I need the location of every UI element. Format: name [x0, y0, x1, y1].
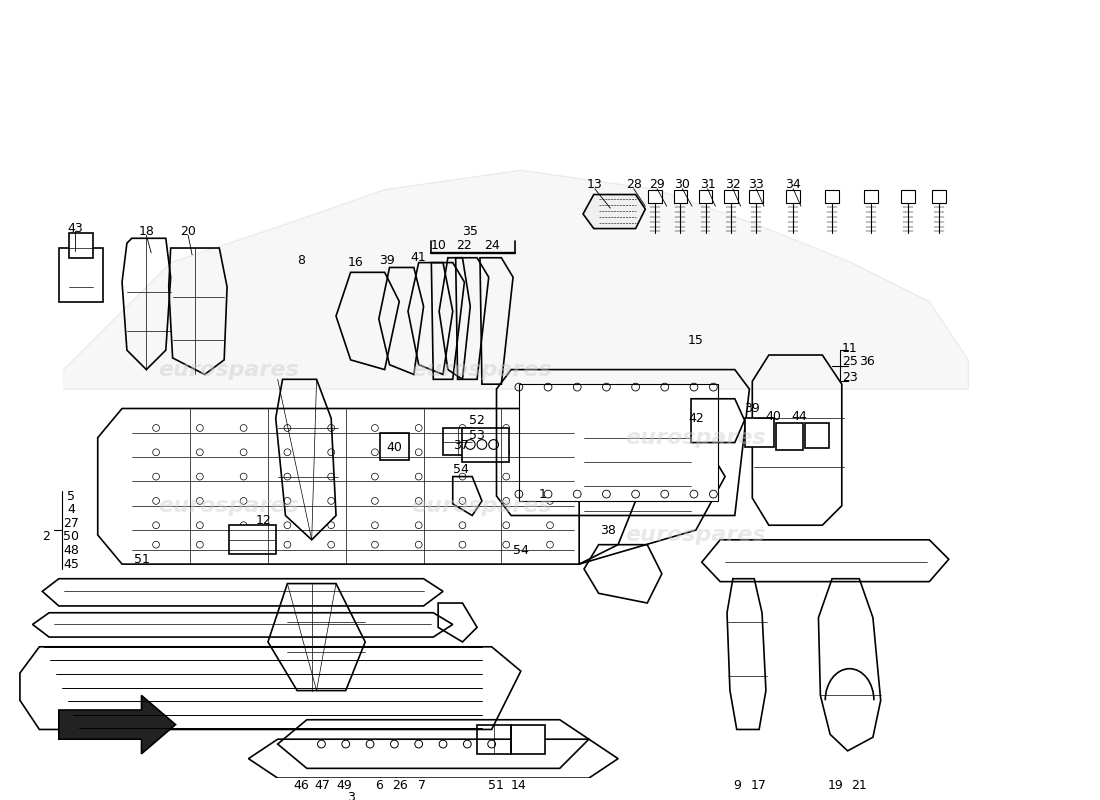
- Text: 40: 40: [386, 441, 403, 454]
- Text: 37: 37: [452, 439, 469, 452]
- Bar: [443, 428, 472, 455]
- Bar: [512, 725, 546, 754]
- Text: 36: 36: [859, 355, 874, 368]
- Text: 31: 31: [700, 178, 715, 191]
- Text: 54: 54: [452, 463, 469, 476]
- Text: 19: 19: [828, 779, 844, 792]
- Text: 15: 15: [688, 334, 704, 347]
- Text: 50: 50: [64, 530, 79, 543]
- Text: 52: 52: [469, 414, 485, 426]
- Text: 3: 3: [346, 791, 354, 800]
- Text: 45: 45: [64, 558, 79, 570]
- Text: 51: 51: [487, 779, 504, 792]
- Polygon shape: [64, 170, 968, 389]
- Text: 5: 5: [67, 490, 76, 502]
- Text: 21: 21: [851, 779, 867, 792]
- Text: 35: 35: [462, 225, 478, 238]
- Bar: [749, 190, 763, 203]
- Text: 20: 20: [180, 225, 196, 238]
- Text: 29: 29: [649, 178, 664, 191]
- Text: 53: 53: [469, 430, 485, 442]
- Bar: [776, 423, 803, 450]
- Text: 23: 23: [842, 371, 857, 384]
- Text: 39: 39: [378, 254, 395, 267]
- Bar: [786, 190, 800, 203]
- Text: 54: 54: [513, 544, 529, 557]
- Text: 42: 42: [688, 412, 704, 425]
- Text: 25: 25: [842, 355, 858, 368]
- Text: 51: 51: [133, 553, 150, 566]
- Text: 16: 16: [348, 256, 363, 269]
- Bar: [68, 234, 92, 258]
- Text: 1: 1: [538, 487, 547, 501]
- Bar: [673, 190, 688, 203]
- Bar: [932, 190, 946, 203]
- Text: 39: 39: [745, 402, 760, 415]
- Text: 17: 17: [750, 779, 766, 792]
- Text: 49: 49: [336, 779, 352, 792]
- Text: 4: 4: [67, 503, 76, 516]
- Text: eurospares: eurospares: [626, 428, 767, 448]
- Text: 38: 38: [601, 523, 616, 537]
- Text: eurospares: eurospares: [411, 496, 552, 516]
- Bar: [825, 190, 839, 203]
- Bar: [379, 433, 409, 460]
- Text: 14: 14: [512, 779, 527, 792]
- Text: 27: 27: [64, 517, 79, 530]
- Text: 47: 47: [315, 779, 330, 792]
- Text: 40: 40: [766, 410, 782, 422]
- Text: eurospares: eurospares: [158, 359, 299, 379]
- Text: 22: 22: [456, 238, 472, 252]
- Text: 12: 12: [255, 514, 271, 527]
- Text: 6: 6: [375, 779, 383, 792]
- Bar: [519, 384, 718, 501]
- Bar: [648, 190, 662, 203]
- Text: 2: 2: [42, 530, 51, 543]
- Polygon shape: [583, 194, 646, 229]
- Bar: [745, 418, 773, 447]
- Text: 10: 10: [430, 238, 447, 252]
- Text: 24: 24: [484, 238, 499, 252]
- Text: 32: 32: [725, 178, 740, 191]
- Text: 46: 46: [293, 779, 309, 792]
- Text: 13: 13: [587, 178, 603, 191]
- Text: eurospares: eurospares: [626, 525, 767, 545]
- Bar: [229, 526, 276, 554]
- Bar: [865, 190, 878, 203]
- Text: 26: 26: [393, 779, 408, 792]
- Text: eurospares: eurospares: [158, 496, 299, 516]
- Text: 48: 48: [64, 544, 79, 557]
- Bar: [698, 190, 713, 203]
- Bar: [724, 190, 738, 203]
- Text: 43: 43: [67, 222, 84, 235]
- Text: 41: 41: [410, 251, 427, 264]
- Text: eurospares: eurospares: [411, 359, 552, 379]
- Bar: [901, 190, 915, 203]
- Polygon shape: [58, 695, 176, 754]
- Text: 33: 33: [748, 178, 764, 191]
- Text: 44: 44: [791, 410, 807, 422]
- Text: 30: 30: [674, 178, 690, 191]
- Text: 7: 7: [418, 779, 426, 792]
- Bar: [805, 423, 829, 448]
- Text: 8: 8: [297, 254, 305, 267]
- Bar: [462, 428, 509, 462]
- Text: 28: 28: [626, 178, 641, 191]
- Bar: [58, 248, 102, 302]
- Text: 11: 11: [842, 342, 857, 354]
- Text: 18: 18: [139, 225, 154, 238]
- Text: 9: 9: [733, 779, 740, 792]
- Text: 34: 34: [785, 178, 801, 191]
